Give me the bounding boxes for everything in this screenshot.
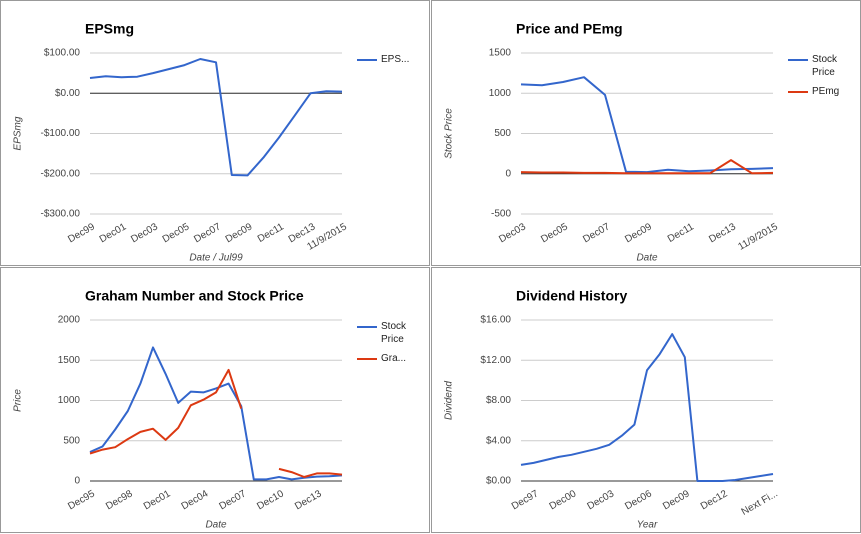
y-tick-label: -$300.00 [41, 209, 81, 220]
y-axis-title: Dividend [444, 381, 455, 420]
series-line [520, 76, 774, 174]
x-tick-label: Dec07 [192, 221, 223, 245]
series-line [89, 346, 343, 481]
y-tick-label: 500 [494, 128, 511, 139]
legend-label: Gra... [381, 353, 407, 364]
x-tick-label: Dec01 [98, 221, 129, 245]
x-axis-title: Year [637, 520, 658, 531]
x-tick-label: Dec07 [581, 221, 612, 245]
legend-item: Stock Price [812, 54, 838, 78]
chart-title: Price and PEmg [516, 21, 623, 37]
series-line [89, 368, 343, 478]
x-axis-title: Date [205, 520, 227, 531]
x-tick-label: Dec04 [180, 488, 211, 512]
y-tick-label: 0 [74, 476, 80, 487]
series-line [89, 58, 343, 177]
y-tick-label: $16.00 [480, 315, 511, 326]
x-tick-label: Dec97 [510, 488, 541, 512]
y-tick-label: 1500 [58, 355, 81, 366]
x-tick-label: Dec98 [104, 488, 135, 512]
x-axis-title: Date / Jul99 [189, 253, 243, 264]
x-tick-label: Dec09 [623, 221, 654, 245]
chart-title: Dividend History [516, 288, 627, 304]
y-tick-label: $12.00 [480, 355, 511, 366]
panel-border [0, 0, 430, 266]
x-tick-label: Dec11 [256, 221, 286, 245]
x-tick-label: Dec05 [161, 221, 192, 245]
y-axis-title: Price [13, 389, 24, 412]
x-tick-label: Dec09 [661, 488, 692, 512]
x-tick-label: Dec03 [129, 221, 160, 245]
panel-border [0, 267, 430, 533]
legend-item: PEmg [812, 86, 840, 97]
y-tick-label: 500 [63, 435, 80, 446]
x-tick-label: Dec00 [548, 488, 579, 512]
series-line [520, 333, 774, 482]
legend-label: PEmg [812, 86, 840, 97]
y-tick-label: 1000 [58, 395, 81, 406]
y-tick-label: 1500 [489, 48, 512, 59]
x-tick-label: Dec03 [585, 488, 616, 512]
x-tick-label: Dec07 [217, 488, 248, 512]
x-tick-label: Dec05 [539, 221, 570, 245]
y-axis-title: Stock Price [444, 108, 455, 159]
y-axis-title: EPSmg [13, 116, 24, 150]
y-tick-label: $8.00 [486, 395, 511, 406]
y-tick-label: $0.00 [55, 88, 80, 99]
y-tick-label: -500 [491, 209, 511, 220]
x-tick-label: Dec13 [707, 221, 738, 245]
y-tick-label: $4.00 [486, 435, 511, 446]
legend-item: EPS... [381, 54, 410, 65]
x-tick-label: Dec06 [623, 488, 654, 512]
x-tick-label: Dec01 [142, 488, 173, 512]
legend-label: Stock Price [381, 321, 407, 345]
x-tick-label: Dec95 [66, 488, 97, 512]
y-tick-label: -$200.00 [41, 168, 81, 179]
y-tick-label: $0.00 [486, 476, 511, 487]
x-tick-label: Dec12 [699, 488, 730, 512]
legend-label: Stock Price [812, 54, 838, 78]
x-tick-label: Dec03 [497, 221, 528, 245]
y-tick-label: $100.00 [44, 48, 81, 59]
x-tick-label: Next Fi... [740, 488, 780, 518]
legend-item: Gra... [381, 353, 407, 364]
x-tick-label: Dec13 [293, 488, 324, 512]
y-tick-label: 1000 [489, 88, 512, 99]
x-tick-label: Dec10 [255, 488, 286, 512]
legend-item: Stock Price [381, 321, 407, 345]
chart-title: Graham Number and Stock Price [85, 288, 304, 304]
series-line [520, 159, 774, 175]
x-axis-title: Date [636, 253, 658, 264]
x-tick-label: Dec11 [666, 221, 696, 245]
y-tick-label: 2000 [58, 315, 81, 326]
y-tick-label: -$100.00 [41, 128, 81, 139]
x-tick-label: Dec99 [66, 221, 97, 245]
chart-title: EPSmg [85, 21, 134, 37]
legend-label: EPS... [381, 54, 410, 65]
x-tick-label: Dec09 [224, 221, 255, 245]
x-tick-label: 11/9/2015 [736, 221, 780, 253]
y-tick-label: 0 [505, 168, 511, 179]
